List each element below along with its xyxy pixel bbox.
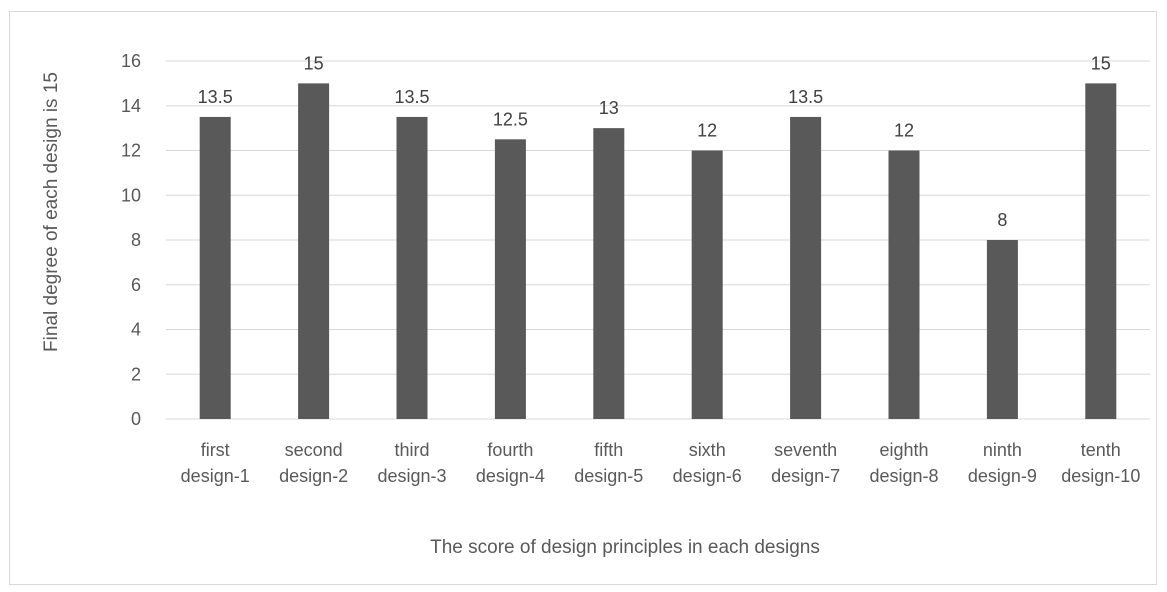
data-label: 12.5 — [493, 109, 528, 129]
y-tick-label: 8 — [131, 230, 141, 250]
x-tick-label: seventh design-7 — [771, 440, 840, 486]
data-label: 13 — [599, 98, 619, 118]
y-tick-label: 4 — [131, 320, 141, 340]
bars — [199, 83, 1117, 419]
bar — [494, 139, 526, 419]
bar — [1085, 83, 1117, 419]
x-tick-label-line: fourth — [487, 440, 533, 460]
x-tick-label-line: ninth — [983, 440, 1022, 460]
x-tick-label-line: design-3 — [377, 466, 446, 486]
x-tick-label-line: tenth — [1081, 440, 1121, 460]
x-tick-label-line: design-8 — [869, 466, 938, 486]
x-tick-label-line: design-4 — [476, 466, 545, 486]
x-tick-label-line: design-5 — [574, 466, 643, 486]
y-tick-label: 2 — [131, 364, 141, 384]
x-axis-title: The score of design principles in each d… — [430, 537, 820, 558]
bar — [888, 150, 920, 419]
bar — [199, 116, 231, 419]
x-tick-label-line: eighth — [879, 440, 928, 460]
x-tick-label: eighth design-8 — [869, 440, 938, 486]
x-tick-label-line: design-1 — [181, 466, 250, 486]
bar — [593, 128, 625, 419]
y-tick-label: 12 — [121, 141, 141, 161]
y-tick-label: 10 — [121, 185, 141, 205]
x-tick-label-line: fifth — [594, 440, 623, 460]
y-tick-label: 0 — [131, 409, 141, 429]
x-tick-label: fourth design-4 — [476, 440, 545, 486]
x-tick-label: tenth design-10 — [1061, 440, 1140, 486]
x-tick-label: third design-3 — [377, 440, 446, 486]
x-tick-label-line: design-7 — [771, 466, 840, 486]
x-tick-label-line: design-9 — [968, 466, 1037, 486]
x-tick-label: fifth design-5 — [574, 440, 643, 486]
x-tick-label-line: seventh — [774, 440, 837, 460]
data-label: 12 — [697, 121, 717, 141]
data-label: 13.5 — [198, 87, 233, 107]
data-label: 13.5 — [788, 87, 823, 107]
bar — [986, 240, 1018, 419]
bar — [691, 150, 723, 419]
x-tick-label-line: second — [285, 440, 343, 460]
y-tick-label: 6 — [131, 275, 141, 295]
x-tick-label-line: sixth — [689, 440, 726, 460]
data-label: 12 — [894, 121, 914, 141]
data-label: 13.5 — [394, 87, 429, 107]
y-tick-label: 14 — [121, 96, 141, 116]
x-tick-label-line: design-2 — [279, 466, 348, 486]
gridlines — [166, 60, 1150, 420]
x-tick-label: ninth design-9 — [968, 440, 1037, 486]
bar — [298, 83, 330, 419]
x-tick-label-line: third — [394, 440, 429, 460]
x-axis-ticks: first design-1 second design-2 third design-3… — [181, 440, 1141, 486]
y-tick-label: 16 — [121, 51, 141, 71]
x-tick-label-line: first — [201, 440, 230, 460]
y-axis-title: Final degree of each design is 15 — [41, 72, 62, 352]
x-tick-label: second design-2 — [279, 440, 348, 486]
bar — [396, 116, 428, 419]
bar — [790, 116, 822, 419]
data-label: 8 — [997, 210, 1007, 230]
x-tick-label: sixth design-6 — [673, 440, 742, 486]
y-axis-ticks: 0 2 4 6 8 10 12 14 16 — [121, 51, 141, 429]
x-tick-label-line: design-6 — [673, 466, 742, 486]
data-label: 15 — [304, 53, 324, 73]
x-tick-label: first design-1 — [181, 440, 250, 486]
x-tick-label-line: design-10 — [1061, 466, 1140, 486]
data-label: 15 — [1091, 53, 1111, 73]
data-labels: 13.5 15 13.5 12.5 13 12 13.5 12 8 15 — [198, 53, 1111, 230]
